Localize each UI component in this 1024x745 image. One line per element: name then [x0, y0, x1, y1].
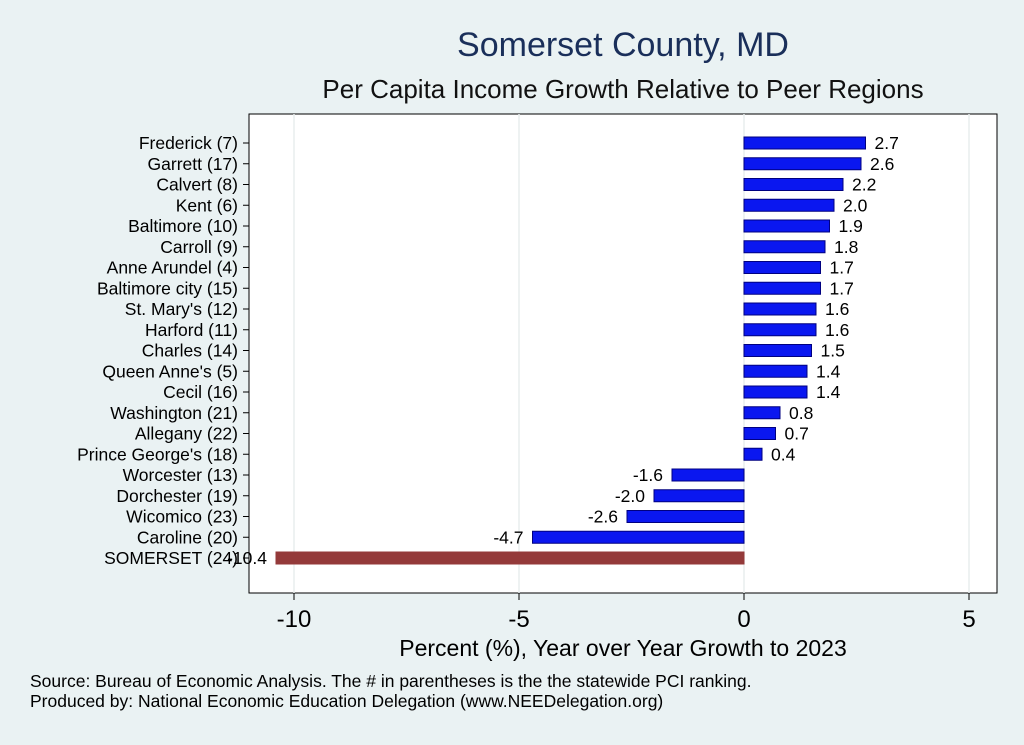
value-label: 0.4 [771, 444, 796, 464]
source-note: Source: Bureau of Economic Analysis. The… [30, 671, 752, 691]
category-label: Anne Arundel (4) [107, 258, 238, 278]
bar [743, 240, 826, 254]
bar [743, 427, 776, 440]
value-label: 1.8 [834, 237, 858, 257]
x-tick-label: 5 [962, 606, 975, 633]
category-label: Prince George's (18) [77, 444, 238, 464]
bar [743, 344, 812, 357]
value-label: -4.7 [493, 527, 523, 547]
x-tick-label: -5 [508, 606, 529, 633]
value-label: 1.7 [830, 258, 854, 278]
bar [743, 406, 781, 420]
value-label: 1.6 [825, 299, 849, 319]
value-label: -2.6 [588, 507, 618, 527]
bar [743, 323, 817, 337]
category-label: Harford (11) [145, 320, 238, 340]
value-label: 2.2 [852, 175, 876, 195]
category-label: Queen Anne's (5) [102, 361, 238, 381]
bar [653, 489, 745, 503]
bar [743, 261, 821, 274]
category-label: Calvert (8) [156, 175, 238, 195]
x-tick-label: 0 [737, 606, 750, 633]
value-label: 0.8 [789, 403, 813, 423]
chart-subtitle: Per Capita Income Growth Relative to Pee… [322, 74, 924, 104]
value-label: 2.6 [870, 154, 894, 174]
bar [743, 136, 866, 150]
bar [743, 302, 817, 316]
value-label: -1.6 [633, 465, 663, 485]
bar [626, 510, 745, 523]
value-label: -10.4 [227, 548, 267, 568]
category-label: Baltimore city (15) [97, 278, 238, 298]
category-label: Caroline (20) [137, 527, 238, 547]
bar [671, 468, 745, 482]
bar [743, 219, 830, 233]
bar [743, 157, 862, 171]
value-label: 1.4 [816, 382, 841, 402]
bar [275, 551, 745, 565]
category-label: Charles (14) [142, 341, 238, 361]
value-label: 1.6 [825, 320, 849, 340]
value-label: 1.5 [821, 341, 845, 361]
category-label: St. Mary's (12) [125, 299, 238, 319]
bar [743, 281, 821, 295]
bar [532, 530, 745, 544]
value-label: 1.9 [839, 216, 863, 236]
category-label: Frederick (7) [139, 133, 238, 153]
value-label: -2.0 [615, 486, 645, 506]
value-label: 2.0 [843, 195, 868, 215]
x-axis-label: Percent (%), Year over Year Growth to 20… [399, 635, 847, 661]
producer-note: Produced by: National Economic Education… [30, 691, 664, 711]
bar [743, 385, 808, 399]
plot-frame [248, 113, 998, 594]
category-label: Cecil (16) [163, 382, 238, 402]
bar [743, 364, 808, 378]
category-label: Baltimore (10) [128, 216, 238, 236]
value-label: 2.7 [875, 133, 899, 153]
category-label: Kent (6) [176, 195, 238, 215]
x-tick-label: -10 [277, 606, 312, 633]
value-label: 1.4 [816, 361, 841, 381]
category-label: Worcester (13) [123, 465, 238, 485]
bar [743, 178, 844, 191]
category-label: Dorchester (19) [116, 486, 238, 506]
category-label: Allegany (22) [135, 424, 238, 444]
category-label: Carroll (9) [160, 237, 238, 257]
chart-title: Somerset County, MD [457, 26, 789, 64]
value-label: 1.7 [830, 278, 854, 298]
bar [743, 447, 763, 461]
bar [743, 198, 835, 212]
category-label: Wicomico (23) [126, 507, 238, 527]
category-label: SOMERSET (24) [104, 548, 238, 568]
category-label: Washington (21) [110, 403, 238, 423]
value-label: 0.7 [785, 424, 809, 444]
category-label: Garrett (17) [148, 154, 238, 174]
